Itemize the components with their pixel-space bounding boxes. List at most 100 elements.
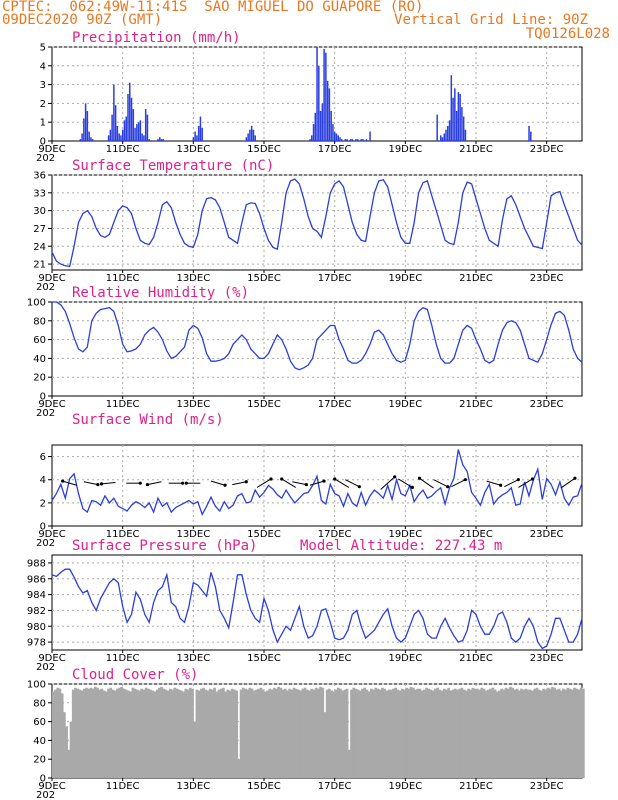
x-tick-label: 15DEC [247,399,281,410]
cloud-bar [372,689,375,778]
cloud-bar [230,688,234,778]
precip-bar [454,88,456,141]
precip-bar [143,135,145,141]
cloud-bar [248,687,252,778]
cloud-bar [149,689,152,778]
year-fragment: 202 [36,153,55,164]
cloud-bar [336,687,340,778]
precip-bar [136,124,138,141]
precip-bar [249,129,251,141]
x-tick-label: 21DEC [459,144,493,155]
header-line1: CPTEC: 062:49W-11:41S SAO MIGUEL DO GUAP… [2,0,424,15]
precip-bar [356,139,359,141]
cloud-bar [80,690,84,778]
cloud-bar [217,689,221,778]
year-fragment: 202 [36,538,55,549]
wind-arrow [309,480,325,486]
cloud-bar [553,687,556,778]
wind-arrow-head [357,485,361,489]
x-tick-label: 23DEC [530,399,564,410]
cloud-bar [138,690,141,778]
cloud-bar [250,688,254,778]
precip-bar [134,127,136,141]
cloud-bar [566,687,570,778]
cloud-bar [374,687,378,778]
precip-bar [337,135,339,141]
cloud-bar [394,687,397,778]
year-fragment: 202 [36,282,55,293]
wind-arrow-head [244,480,248,484]
wind-arrow [334,478,349,488]
cloud-bar [109,687,113,778]
x-tick-label: 21DEC [459,529,493,540]
precip-bar [123,120,126,141]
y-tick-label: 4 [40,475,46,486]
series-line [51,178,583,268]
precip-bar [130,97,133,141]
precip-bar [157,139,159,141]
cloud-bar [264,691,267,778]
precip-bar [436,114,438,141]
y-tick-label: 100 [27,298,46,309]
cloud-bar [440,690,444,778]
cloud-bar [219,688,223,778]
y-tick-label: 24 [33,242,46,253]
precip-bar [344,139,347,141]
cloud-bar [529,689,532,778]
cloud-bar [204,689,208,778]
cloud-bar [403,689,406,778]
precip-bar [321,103,324,141]
x-tick-label: 9DEC [38,144,65,155]
cloud-bar [93,686,97,778]
precip-bar [162,139,165,141]
y-tick-label: 1 [40,118,46,129]
precip-bar [91,139,94,141]
y-tick-label: 986 [27,574,46,585]
cloud-bar [297,689,300,778]
precip-bar [326,80,329,141]
cloud-bar [476,688,479,778]
wind-arrow [256,478,272,488]
cloud-bar [469,689,473,778]
cloud-bar [113,690,117,778]
cloud-bar [358,690,362,778]
cloud-bar [363,687,367,778]
cloud-bar [213,687,216,778]
cloud-bar [511,687,515,778]
cloud-bar [222,687,225,778]
y-tick-label: 27 [33,224,46,235]
precip-bar [146,114,149,141]
precip-bar [448,120,451,141]
cloud-bar [345,688,349,778]
x-tick-label: 17DEC [318,273,352,284]
cloud-bar [480,687,484,778]
x-tick-label: 13DEC [176,144,210,155]
cloud-bar [266,690,269,778]
precip-bar [339,137,341,141]
wind-arrow-head [393,475,397,479]
header-code: TQ0126L028 [525,26,610,42]
cloud-bar [208,688,212,778]
cloud-bar [310,688,314,778]
cloud-bar [548,688,552,778]
panel-title: Surface Pressure (hPa) [72,538,257,554]
cloud-bar [347,749,351,778]
wind-arrow-head [138,481,142,485]
x-tick-label: 15DEC [247,653,281,664]
cloud-bar [429,689,433,778]
cloud-bar [405,687,409,778]
y-tick-label: 0 [40,392,46,403]
cloud-bar [195,689,199,778]
cloud-bar [272,687,276,778]
precip-bar [333,131,336,141]
x-tick-label: 23DEC [530,781,564,792]
cloud-bar [175,688,179,778]
precip-bar [360,139,362,141]
cloud-bar [533,688,537,778]
cloud-bar [352,687,356,778]
cloud-bar [237,759,241,778]
wind-arrow [380,476,396,490]
cloud-bar [460,687,464,778]
cloud-bar [526,689,530,778]
y-tick-label: 36 [33,171,46,182]
